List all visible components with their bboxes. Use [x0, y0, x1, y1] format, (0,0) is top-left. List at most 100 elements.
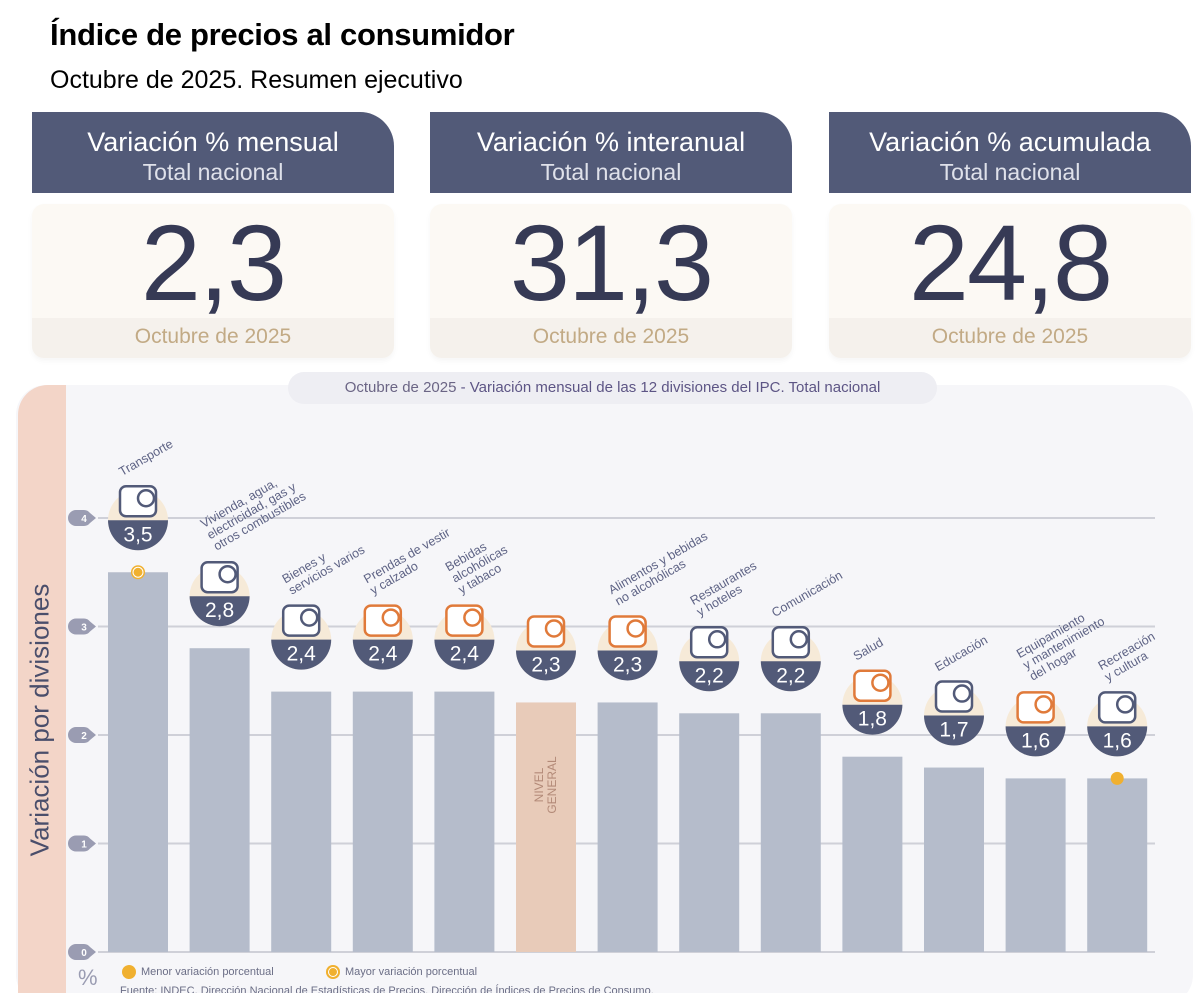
value-label: 2,3 [531, 653, 560, 676]
category-label: Comunicación [769, 568, 845, 620]
icon-detail [218, 564, 237, 584]
value-label: 2,4 [368, 643, 398, 666]
bottle-glass-icon [445, 604, 484, 637]
value-badge: 1,8 Salud [842, 635, 903, 735]
icon-detail [871, 673, 890, 692]
value-label: 3,5 [123, 523, 152, 546]
icon-detail [1034, 695, 1053, 714]
badge-disc [516, 650, 576, 681]
y-tick: 0 [68, 944, 96, 960]
badge-disc [924, 715, 984, 746]
card-period: Octubre de 2025 [829, 318, 1191, 358]
category-label: Vivienda, agua,electricidad, gas yotros … [198, 476, 308, 554]
y-tick-badge [68, 727, 96, 743]
icon-detail [952, 684, 972, 703]
category-label-line: Educación [933, 633, 991, 674]
page-subtitle: Octubre de 2025. Resumen ejecutivo [50, 66, 463, 94]
smartphone-icon [771, 626, 811, 659]
y-tick-badge [68, 618, 96, 635]
source-note: Fuente: INDEC, Dirección Nacional de Est… [120, 985, 654, 993]
badge-disc [108, 520, 169, 551]
bar [1005, 778, 1066, 952]
tshirt-shoe-icon [363, 604, 403, 637]
bar [189, 648, 250, 952]
card-title: Variación % mensual [87, 127, 339, 157]
card-value: 2,3 [140, 204, 287, 323]
chart-title-period: Octubre de 2025 [344, 379, 457, 396]
badge-disc [597, 650, 658, 681]
general-bar-label-line: GENERAL [545, 756, 559, 814]
icon-detail [789, 630, 809, 649]
card-yoy: Variación % interanual Total nacional 31… [430, 112, 792, 358]
value-label: 1,8 [858, 708, 887, 731]
y-tick-label: 0 [81, 948, 87, 959]
icon-detail [136, 489, 156, 508]
icon-detail [1115, 695, 1135, 714]
max-marker-ring [132, 566, 144, 578]
category-label-line: Alimentos y bebidas [606, 529, 710, 597]
bar-general [516, 702, 576, 952]
badge-disc [434, 639, 495, 670]
value-label: 1,6 [1021, 729, 1050, 752]
icon-detail [707, 630, 727, 649]
card-period: Octubre de 2025 [430, 318, 792, 358]
card-header: Variación % mensual Total nacional [32, 112, 394, 193]
category-label: Salud [851, 635, 886, 663]
value-badge: 2,8 Vivienda, agua,electricidad, gas yotr… [189, 476, 308, 627]
first-aid-icon [853, 669, 892, 702]
card-scope: Total nacional [142, 159, 284, 185]
comb-scissors-icon [281, 604, 321, 637]
category-label: Transporte [117, 437, 176, 479]
card-body: 24,8 Octubre de 2025 [829, 204, 1191, 358]
card-title: Variación % acumulada [869, 127, 1151, 157]
card-scope: Total nacional [939, 159, 1081, 185]
bar [434, 691, 495, 952]
card-title: Variación % interanual [476, 127, 746, 157]
shopping-bag-icon [526, 615, 566, 648]
category-label-line: Comunicación [769, 568, 845, 620]
general-bar-label: NIVEL GENERAL [532, 756, 559, 814]
value-label: 2,2 [776, 664, 805, 687]
bar [842, 756, 903, 952]
icon-detail [544, 619, 564, 638]
min-marker-icon [122, 965, 136, 979]
card-header: Variación % interanual Total nacional [430, 112, 792, 193]
general-bar-label-line: NIVEL [532, 767, 546, 802]
card-value: 31,3 [509, 204, 714, 323]
bar [760, 713, 821, 952]
y-tick: 2 [68, 727, 96, 743]
bar [108, 572, 168, 952]
bar [271, 691, 332, 952]
y-tick: 4 [68, 510, 96, 526]
y-tick: 3 [68, 618, 96, 635]
bar [679, 713, 740, 952]
bar [352, 691, 413, 952]
lightbulb-tools-icon [200, 560, 239, 594]
badge-disc [842, 704, 903, 735]
card-value: 24,8 [908, 204, 1113, 323]
badge-disc [760, 661, 821, 692]
page-title: Índice de precios al consumidor [50, 17, 515, 52]
value-badge: 1,7 Educación [924, 633, 990, 746]
washer-aircon-icon [1016, 691, 1055, 724]
unit-label: % [78, 965, 98, 990]
card-period: Octubre de 2025 [32, 318, 394, 358]
badge-disc [189, 596, 250, 627]
min-marker [1110, 771, 1124, 785]
umbrella-sun-icon [1097, 691, 1137, 724]
value-badge: 2,2 Comunicación [760, 568, 845, 692]
icon-detail [381, 608, 401, 627]
card-header: Variación % acumulada Total nacional [829, 112, 1191, 193]
chart-title-text: - Variación mensual de las 12 divisiones… [456, 379, 881, 396]
y-tick-badge [68, 510, 96, 526]
value-label: 2,4 [287, 643, 317, 666]
icon-detail [626, 619, 645, 638]
card-monthly: Variación % mensual Total nacional 2,3 O… [32, 112, 394, 358]
icon-detail [299, 608, 319, 627]
